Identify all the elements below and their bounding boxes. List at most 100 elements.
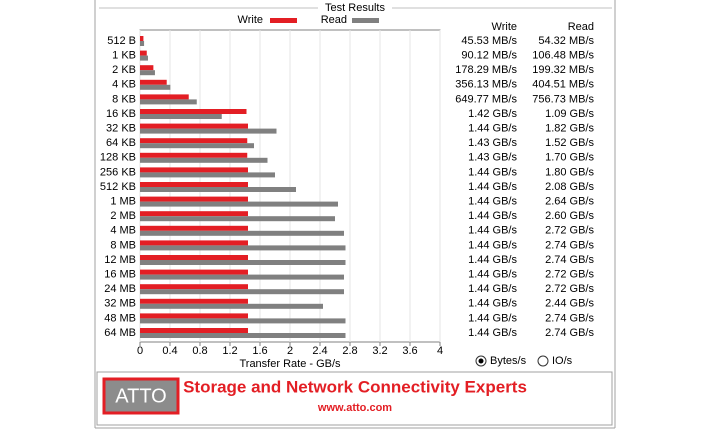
x-axis-title: Transfer Rate - GB/s	[239, 358, 341, 370]
bar	[140, 182, 248, 187]
table-value: 404.51 MB/s	[532, 79, 594, 91]
y-tick-label: 64 MB	[104, 327, 136, 339]
table-value: 2.74 GB/s	[545, 254, 594, 266]
table-value: 54.32 MB/s	[538, 35, 594, 47]
column-header: Write	[492, 21, 517, 33]
bar	[140, 255, 248, 260]
table-value: 1.52 GB/s	[545, 137, 594, 149]
table-value: 2.08 GB/s	[545, 181, 594, 193]
table-value: 2.74 GB/s	[545, 239, 594, 251]
bar	[140, 245, 346, 251]
table-value: 1.44 GB/s	[468, 181, 517, 193]
y-tick-label: 32 MB	[104, 298, 136, 310]
y-tick-label: 256 KB	[100, 166, 136, 178]
y-tick-label: 8 KB	[112, 93, 136, 105]
bar	[140, 260, 346, 265]
table-value: 1.80 GB/s	[545, 166, 594, 178]
bar	[140, 99, 197, 105]
bar	[140, 157, 268, 163]
bar	[140, 313, 248, 319]
chart-title: Test Results	[325, 2, 385, 14]
x-tick-label: 0.4	[162, 345, 177, 357]
x-tick-label: 2	[287, 345, 293, 357]
bar	[140, 138, 248, 144]
table-value: 356.13 MB/s	[455, 79, 517, 91]
legend-label: Write	[238, 14, 263, 26]
y-tick-label: 48 MB	[104, 312, 136, 324]
bar	[140, 143, 254, 149]
x-tick-label: 4	[437, 345, 443, 357]
table-value: 1.44 GB/s	[468, 283, 517, 295]
table-value: 106.48 MB/s	[532, 50, 594, 62]
table-value: 1.82 GB/s	[545, 123, 594, 135]
y-tick-label: 24 MB	[104, 283, 136, 295]
url: www.atto.com	[317, 402, 392, 414]
bar	[140, 123, 248, 129]
table-value: 1.44 GB/s	[468, 254, 517, 266]
bar	[140, 298, 248, 304]
y-tick-label: 512 B	[107, 35, 136, 47]
y-tick-label: 1 MB	[110, 196, 136, 208]
y-tick-label: 16 MB	[104, 269, 136, 281]
y-tick-label: 1 KB	[112, 50, 136, 62]
bar	[140, 318, 346, 324]
banner	[96, 371, 613, 426]
table-value: 1.42 GB/s	[468, 108, 517, 120]
table-value: 756.73 MB/s	[532, 93, 594, 105]
bar	[140, 79, 167, 85]
radio-label[interactable]: IO/s	[552, 355, 573, 367]
bar	[140, 240, 248, 246]
bar	[140, 333, 346, 338]
bar	[140, 230, 344, 236]
radio-dot	[478, 358, 484, 364]
y-tick-label: 4 KB	[112, 79, 136, 91]
bar	[140, 109, 247, 114]
table-value: 1.44 GB/s	[468, 123, 517, 135]
table-value: 1.09 GB/s	[545, 108, 594, 120]
table-value: 2.44 GB/s	[545, 298, 594, 310]
table-value: 2.64 GB/s	[545, 196, 594, 208]
radio-button[interactable]	[537, 355, 549, 367]
table-value: 2.72 GB/s	[545, 225, 594, 237]
bar	[140, 274, 344, 280]
x-tick-label: 1.2	[222, 345, 237, 357]
bar	[140, 211, 248, 217]
x-tick-label: 0.8	[192, 345, 207, 357]
tagline: Storage and Network Connectivity Experts	[183, 377, 527, 396]
x-tick-label: 2.4	[312, 345, 327, 357]
table-value: 1.43 GB/s	[468, 152, 517, 164]
table-value: 1.44 GB/s	[468, 210, 517, 222]
bar	[140, 284, 248, 290]
legend-label: Read	[321, 14, 347, 26]
bar	[140, 328, 248, 333]
table-value: 90.12 MB/s	[461, 50, 517, 62]
bar	[140, 41, 145, 46]
bar	[140, 70, 155, 76]
bar	[140, 196, 248, 202]
x-tick-label: 0	[137, 345, 143, 357]
radio-label[interactable]: Bytes/s	[490, 355, 527, 367]
bar	[140, 187, 296, 192]
logo-box	[102, 377, 180, 415]
legend-swatch	[270, 18, 297, 23]
bar	[140, 114, 222, 119]
table-value: 1.44 GB/s	[468, 196, 517, 208]
legend-swatch	[352, 18, 379, 23]
y-tick-label: 128 KB	[100, 152, 136, 164]
bar	[140, 225, 248, 231]
bar	[140, 172, 275, 178]
table-value: 1.44 GB/s	[468, 327, 517, 339]
column-header: Read	[568, 21, 594, 33]
logo: ATTO	[115, 385, 166, 407]
bar	[140, 55, 148, 61]
y-tick-label: 64 KB	[106, 137, 136, 149]
x-tick-label: 3.6	[402, 345, 417, 357]
table-value: 1.44 GB/s	[468, 312, 517, 324]
y-tick-label: 2 KB	[112, 64, 136, 76]
y-tick-label: 32 KB	[106, 123, 136, 135]
x-tick-label: 1.6	[252, 345, 267, 357]
table-value: 1.44 GB/s	[468, 239, 517, 251]
table-value: 649.77 MB/s	[455, 93, 517, 105]
table-value: 45.53 MB/s	[461, 35, 517, 47]
